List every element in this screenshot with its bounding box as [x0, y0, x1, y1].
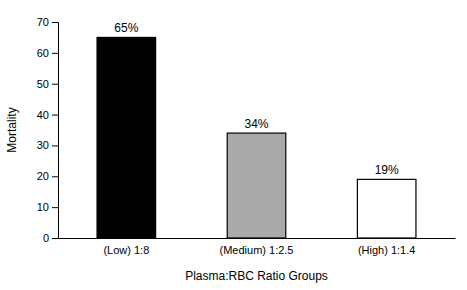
tick-mark: [52, 53, 58, 54]
data-label: 19%: [375, 163, 399, 177]
tick-label: (High) 1:1.4: [358, 244, 415, 256]
x-tick: (High) 1:1.4: [358, 238, 415, 256]
y-tick: 70: [37, 16, 58, 28]
tick-label: 60: [37, 47, 49, 59]
x-tick: (Medium) 1:2.5: [220, 238, 294, 256]
tick-mark: [52, 115, 58, 116]
axis-line: [59, 238, 456, 239]
data-labels: 65% 34% 19%: [114, 21, 399, 177]
x-tick: (Low) 1:8: [103, 238, 149, 256]
x-axis-title: Plasma:RBC Ratio Groups: [185, 269, 328, 283]
tick-label: 40: [37, 109, 49, 121]
tick-mark: [52, 207, 58, 208]
tick-label: (Low) 1:8: [103, 244, 149, 256]
bars: [97, 37, 416, 238]
y-tick: 20: [37, 170, 58, 182]
tick-mark: [52, 238, 58, 239]
tick-label: 20: [37, 170, 49, 182]
tick-mark: [52, 22, 58, 23]
data-label: 65%: [114, 21, 138, 35]
tick-mark: [52, 145, 58, 146]
y-axis-title: Mortality: [5, 107, 19, 152]
tick-label: 70: [37, 16, 49, 28]
tick-mark: [52, 176, 58, 177]
tick-label: 0: [43, 232, 49, 244]
tick-mark: [52, 84, 58, 85]
tick-label: 50: [37, 78, 49, 90]
y-tick: 30: [37, 139, 58, 151]
y-tick: 10: [37, 201, 58, 213]
y-tick: 40: [37, 109, 58, 121]
tick-label: 30: [37, 139, 49, 151]
tick-label: (Medium) 1:2.5: [220, 244, 294, 256]
bar: [227, 133, 286, 238]
y-tick: 50: [37, 78, 58, 90]
bar: [357, 179, 416, 238]
y-axis: 0 10 20 30 40 50 60 70: [37, 16, 59, 244]
chart: 0 10 20 30 40 50 60 70 (Low) 1:8 (Medium) 1:2.5 (H…: [0, 0, 467, 290]
data-label: 34%: [244, 117, 268, 131]
plot-area: 0 10 20 30 40 50 60 70 (Low) 1:8 (Medium) 1:2.5 (H…: [37, 16, 456, 256]
y-tick: 60: [37, 47, 58, 59]
bar: [97, 37, 156, 238]
x-axis: (Low) 1:8 (Medium) 1:2.5 (High) 1:1.4: [59, 238, 456, 256]
axis-line: [52, 23, 59, 239]
y-tick: 0: [43, 232, 58, 244]
tick-label: 10: [37, 201, 49, 213]
